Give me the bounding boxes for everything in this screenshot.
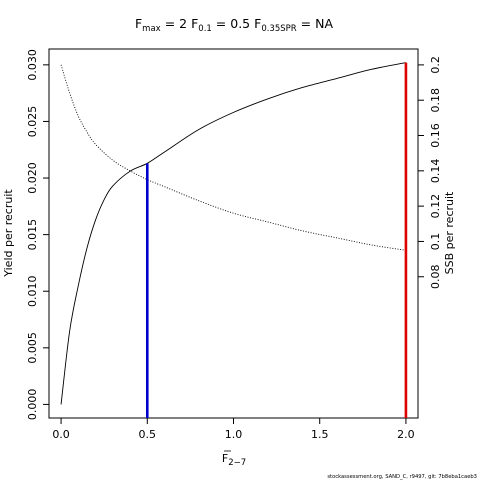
title-fmax-value: = 2	[165, 16, 187, 31]
x-axis-label: F2−7	[222, 452, 246, 468]
title-f01-value: = 0.5	[216, 16, 250, 31]
x-tick-label: 1.5	[311, 428, 329, 441]
title-fmax-symbol: F	[135, 16, 142, 31]
footer-credit: stockassessment.org, SAND_C, r9497, git:…	[327, 474, 477, 480]
x-axis-label-subscript: 2−7	[228, 458, 246, 468]
y-axis-right-label: SSB per recruit	[443, 191, 456, 274]
y-left-tick-label: 0.010	[26, 275, 39, 307]
title-fmax-subscript: max	[142, 24, 161, 34]
title-f01-subscript: 0.1	[198, 24, 212, 34]
reference-lines	[145, 62, 408, 418]
x-tick-label: 0.0	[52, 428, 70, 441]
x-axis-label-symbol: F	[222, 452, 228, 465]
y-right-tick-label: 0.12	[429, 194, 442, 219]
title-f01-symbol: F	[191, 16, 198, 31]
y-left-tick-label: 0.020	[26, 162, 39, 194]
y-axis-left-label: Yield per recruit	[2, 189, 15, 278]
y-left-tick-label: 0.030	[26, 49, 39, 81]
title-fspr-subscript: 0.35SPR	[261, 24, 296, 34]
title-fspr-value: = NA	[301, 16, 334, 31]
y-left-tick-label: 0.025	[26, 106, 39, 137]
x-tick-label: 0.5	[139, 428, 157, 441]
chart-title: Fmax = 2 F0.1 = 0.5 F0.35SPR = NA	[135, 16, 333, 34]
y-right-tick-label: 0.2	[429, 56, 442, 74]
axes: 0.0 0.5 1.0 1.5 2.0 0.000 0.005 0.010 0.015 0.020…	[26, 49, 442, 441]
y-right-tick-label: 0.16	[429, 123, 442, 148]
y-right-tick-label: 0.14	[429, 159, 442, 184]
y-left-tick-label: 0.005	[26, 332, 39, 364]
x-tick-label: 1.0	[225, 428, 243, 441]
y-right-tick-label: 0.08	[429, 265, 442, 290]
title-fspr-symbol: F	[254, 16, 261, 31]
y-left-tick-label: 0.000	[26, 389, 39, 421]
x-tick-label: 2.0	[397, 428, 415, 441]
y-left-tick-label: 0.015	[26, 219, 39, 251]
y-right-tick-label: 0.1	[429, 233, 442, 251]
y-right-tick-label: 0.18	[429, 88, 442, 113]
